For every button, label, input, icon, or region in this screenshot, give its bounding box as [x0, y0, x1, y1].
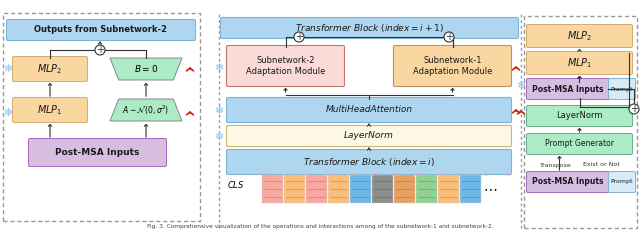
Text: Post-MSA Inputs: Post-MSA Inputs — [532, 178, 604, 186]
Bar — [416, 175, 437, 203]
Text: Post-MSA Inputs: Post-MSA Inputs — [532, 85, 604, 93]
Bar — [262, 175, 283, 203]
Text: Outputs from Subnetwork-2: Outputs from Subnetwork-2 — [35, 25, 168, 34]
FancyBboxPatch shape — [227, 97, 511, 123]
Text: Fig. 3. Comprehensive visualization of the operations and interactions among of : Fig. 3. Comprehensive visualization of t… — [147, 224, 493, 229]
Text: Transformer Block $(index = i)$: Transformer Block $(index = i)$ — [303, 156, 435, 168]
Text: LayerNorm: LayerNorm — [344, 131, 394, 140]
FancyBboxPatch shape — [3, 13, 200, 221]
Text: Exist or Not: Exist or Not — [583, 162, 620, 168]
Text: MultiHeadAttention: MultiHeadAttention — [325, 106, 413, 114]
FancyBboxPatch shape — [221, 17, 518, 38]
Text: Prompt Generator: Prompt Generator — [545, 140, 614, 148]
FancyBboxPatch shape — [13, 97, 88, 123]
FancyBboxPatch shape — [227, 45, 344, 86]
Text: ❄: ❄ — [3, 108, 13, 118]
FancyBboxPatch shape — [609, 171, 636, 192]
FancyBboxPatch shape — [609, 79, 636, 99]
Text: $MLP_1$: $MLP_1$ — [37, 103, 63, 117]
Text: $CLS$: $CLS$ — [227, 178, 244, 189]
Circle shape — [294, 32, 304, 42]
Text: +: + — [630, 104, 638, 114]
FancyBboxPatch shape — [13, 56, 88, 82]
Bar — [284, 175, 305, 203]
FancyBboxPatch shape — [527, 134, 632, 154]
Text: $MLP_2$: $MLP_2$ — [37, 62, 63, 76]
Text: Transpose: Transpose — [540, 162, 572, 168]
FancyBboxPatch shape — [527, 24, 632, 48]
FancyBboxPatch shape — [29, 138, 166, 167]
Polygon shape — [110, 58, 182, 80]
Text: Subnetwork-1
Adaptation Module: Subnetwork-1 Adaptation Module — [413, 56, 492, 76]
Text: ❄: ❄ — [214, 106, 224, 116]
Text: ❄: ❄ — [214, 132, 224, 142]
FancyBboxPatch shape — [527, 51, 632, 75]
FancyBboxPatch shape — [6, 20, 195, 41]
Circle shape — [95, 45, 105, 55]
Text: $MLP_2$: $MLP_2$ — [567, 29, 592, 43]
FancyBboxPatch shape — [394, 45, 511, 86]
Text: +: + — [295, 32, 303, 42]
Text: $B = 0$: $B = 0$ — [134, 64, 158, 75]
Text: $\cdots$: $\cdots$ — [483, 181, 497, 195]
Circle shape — [444, 32, 454, 42]
FancyBboxPatch shape — [527, 106, 632, 127]
Bar — [328, 175, 349, 203]
FancyBboxPatch shape — [227, 150, 511, 175]
Text: $A \sim \mathcal{N}(0, \sigma^2)$: $A \sim \mathcal{N}(0, \sigma^2)$ — [122, 103, 170, 117]
Text: LayerNorm: LayerNorm — [556, 112, 603, 120]
FancyBboxPatch shape — [524, 16, 637, 228]
Text: Prompt: Prompt — [611, 179, 633, 185]
Bar — [306, 175, 327, 203]
Circle shape — [629, 104, 639, 114]
Bar — [350, 175, 371, 203]
FancyBboxPatch shape — [527, 79, 609, 99]
Text: +: + — [96, 45, 104, 55]
Text: Subnetwork-2
Adaptation Module: Subnetwork-2 Adaptation Module — [246, 56, 325, 76]
Text: ❄: ❄ — [214, 63, 224, 73]
Bar — [394, 175, 415, 203]
Bar — [460, 175, 481, 203]
FancyBboxPatch shape — [227, 126, 511, 147]
Text: $MLP_1$: $MLP_1$ — [567, 56, 592, 70]
Text: Prompt: Prompt — [611, 86, 633, 92]
Bar — [438, 175, 459, 203]
Text: ❄: ❄ — [3, 64, 13, 74]
FancyBboxPatch shape — [527, 171, 609, 192]
Text: Post-MSA Inputs: Post-MSA Inputs — [55, 148, 140, 157]
Polygon shape — [110, 99, 182, 121]
Text: ❄: ❄ — [516, 81, 525, 91]
Text: Transformer Block $(index = i+1)$: Transformer Block $(index = i+1)$ — [295, 22, 444, 34]
Text: +: + — [445, 32, 453, 42]
Bar — [372, 175, 393, 203]
